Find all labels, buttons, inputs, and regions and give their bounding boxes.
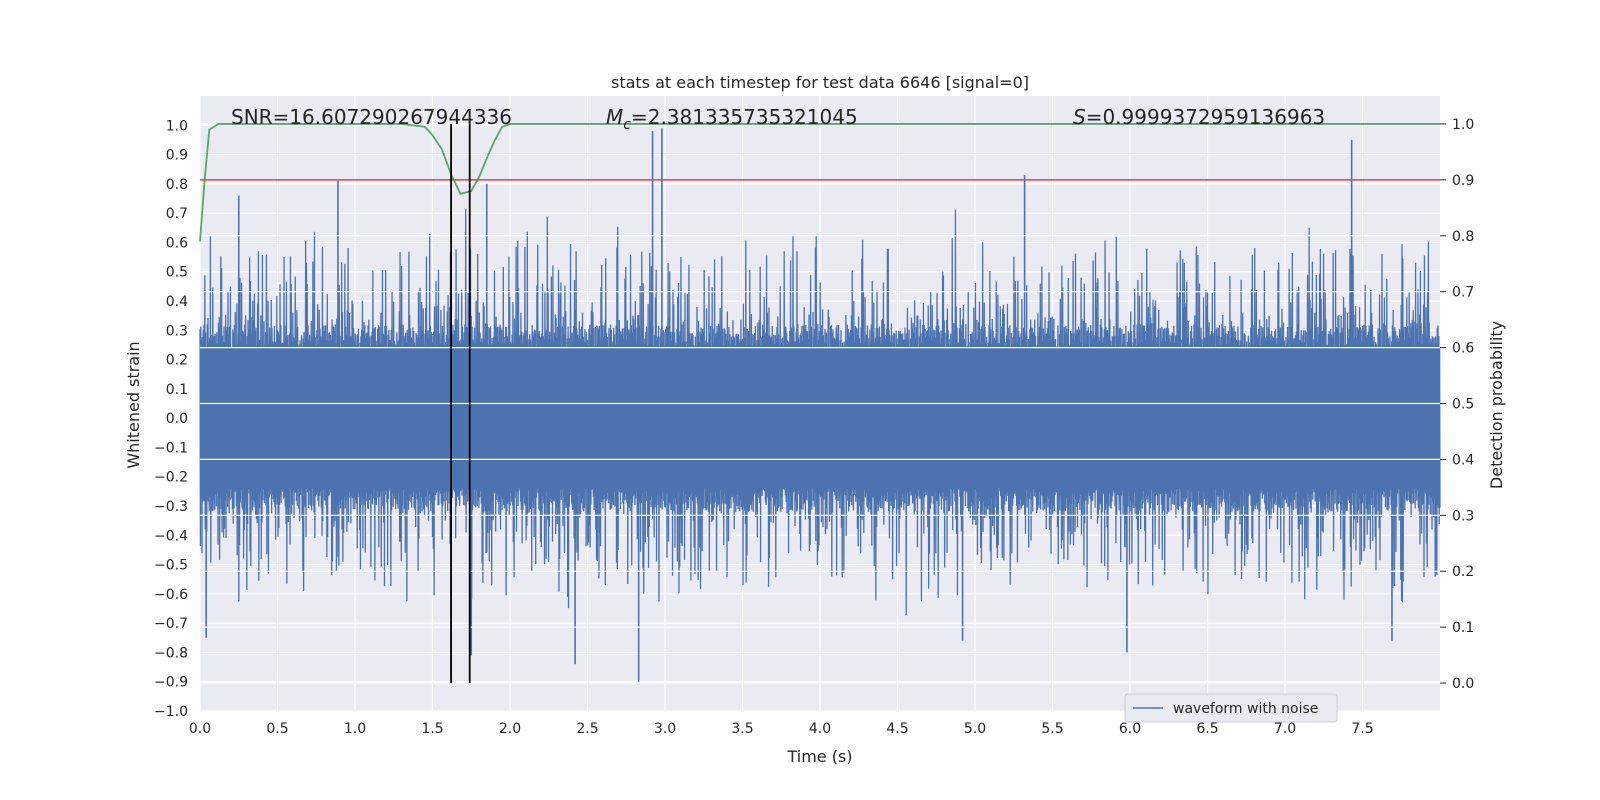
x-ticks: 0.0 0.5 1.0 1.5 2.0 2.5 3.0 3.5 4.0 4.5 5.0 5.5 6.0 6… bbox=[189, 721, 1374, 737]
x-tick-label: 6.0 bbox=[1119, 721, 1141, 737]
y2-tick-label: 0.2 bbox=[1452, 564, 1474, 580]
x-tick-label: 2.5 bbox=[576, 721, 598, 737]
y2-tick-label: 0.8 bbox=[1452, 229, 1474, 245]
x-axis-label: Time (s) bbox=[786, 747, 852, 766]
vertical-markers bbox=[450, 123, 471, 684]
x-tick-label: 0.5 bbox=[266, 721, 288, 737]
mc-subscript: c bbox=[623, 117, 631, 133]
y2-tick-label: 0.5 bbox=[1452, 397, 1474, 413]
y2-ticks: 0.0 0.1 0.2 0.3 0.4 0.5 0.6 0.7 0.8 0.9 1.0 bbox=[1440, 117, 1474, 692]
y-tick-label: 0.3 bbox=[166, 323, 188, 339]
chirp-mass-annotation: Mc=2.381335735321045 bbox=[606, 105, 858, 133]
y-tick-label: −1.0 bbox=[154, 704, 188, 720]
x-tick-label: 6.5 bbox=[1196, 721, 1218, 737]
probability-line bbox=[199, 123, 1440, 242]
snr-annotation: SNR=16.607290267944336 bbox=[231, 105, 512, 129]
y2-tick-label: 0.9 bbox=[1452, 173, 1474, 189]
y-tick-label: −0.8 bbox=[154, 645, 188, 661]
y-tick-label: −0.7 bbox=[154, 616, 188, 632]
y2-tick-label: 1.0 bbox=[1452, 117, 1474, 133]
waveform-line bbox=[199, 209, 1441, 616]
y-tick-label: −0.6 bbox=[154, 587, 188, 603]
chart-title: stats at each timestep for test data 664… bbox=[611, 73, 1029, 92]
x-tick-label: 7.5 bbox=[1351, 721, 1373, 737]
mc-symbol: M bbox=[606, 105, 623, 129]
y2-tick-label: 0.6 bbox=[1452, 341, 1474, 357]
x-tick-label: 4.5 bbox=[886, 721, 908, 737]
y2-tick-label: 0.4 bbox=[1452, 452, 1474, 468]
legend-label: waveform with noise bbox=[1173, 701, 1318, 717]
y-ticks: −1.0 −0.9 −0.8 −0.7 −0.6 −0.5 −0.4 −0.3 −0.2 −0.1… bbox=[154, 118, 188, 720]
probability-series bbox=[199, 123, 1440, 242]
legend: waveform with noise bbox=[1124, 693, 1338, 723]
s-symbol: S bbox=[1073, 105, 1086, 129]
x-tick-label: 1.0 bbox=[344, 721, 366, 737]
y2-tick-label: 0.0 bbox=[1452, 676, 1474, 692]
y-tick-label: 0.0 bbox=[166, 411, 188, 427]
x-tick-label: 7.0 bbox=[1274, 721, 1296, 737]
x-tick-label: 0.0 bbox=[189, 721, 211, 737]
y-axis-label: Whitened strain bbox=[124, 341, 143, 468]
x-tick-label: 1.5 bbox=[421, 721, 443, 737]
s-value: =0.9999372959136963 bbox=[1086, 105, 1325, 129]
right-grid bbox=[200, 123, 1440, 684]
mc-value: =2.381335735321045 bbox=[631, 105, 858, 129]
y2-tick-label: 0.7 bbox=[1452, 285, 1474, 301]
y-tick-label: 0.6 bbox=[166, 235, 188, 251]
y-tick-label: −0.2 bbox=[154, 470, 188, 486]
s-annotation: S=0.9999372959136963 bbox=[1073, 105, 1325, 129]
y2-tick-label: 0.3 bbox=[1452, 508, 1474, 524]
y-tick-label: 0.5 bbox=[166, 265, 188, 281]
x-tick-label: 3.0 bbox=[654, 721, 676, 737]
y-tick-label: −0.3 bbox=[154, 499, 188, 515]
y-tick-label: 0.1 bbox=[166, 382, 188, 398]
y-tick-label: 0.7 bbox=[166, 206, 188, 222]
x-tick-label: 2.0 bbox=[499, 721, 521, 737]
y-tick-label: −0.1 bbox=[154, 440, 188, 456]
y-tick-label: −0.9 bbox=[154, 675, 188, 691]
y2-axis-label: Detection probability bbox=[1487, 321, 1506, 489]
y-tick-label: 0.9 bbox=[166, 148, 188, 164]
y-tick-label: −0.5 bbox=[154, 558, 188, 574]
y2-tick-label: 0.1 bbox=[1452, 620, 1474, 636]
x-tick-label: 4.0 bbox=[809, 721, 831, 737]
y-tick-label: 0.2 bbox=[166, 353, 188, 369]
y-tick-label: 0.4 bbox=[166, 294, 188, 310]
x-tick-label: 5.5 bbox=[1041, 721, 1063, 737]
y-tick-label: 0.8 bbox=[166, 177, 188, 193]
x-tick-label: 3.5 bbox=[731, 721, 753, 737]
legend-box bbox=[1124, 693, 1338, 723]
y-tick-label: 1.0 bbox=[166, 118, 188, 134]
x-tick-label: 5.0 bbox=[964, 721, 986, 737]
y-tick-label: −0.4 bbox=[154, 528, 188, 544]
